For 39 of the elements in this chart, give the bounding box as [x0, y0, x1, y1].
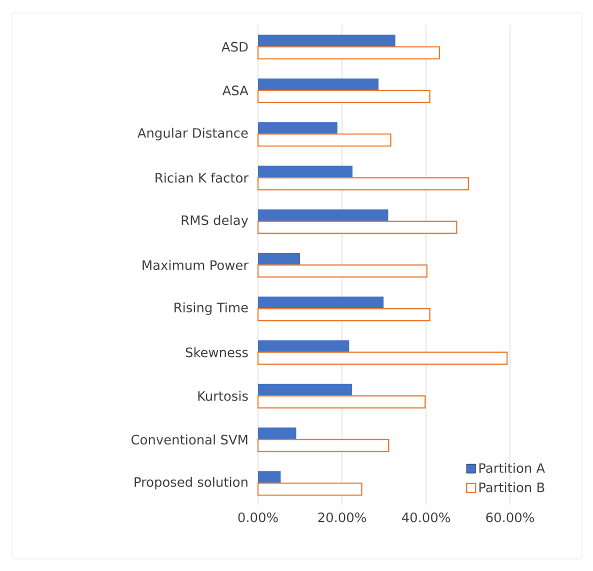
x-tick-label: 60.00%	[486, 512, 534, 522]
y-tick-label: ASD	[222, 42, 248, 52]
y-tick-label: Conventional SVM	[131, 434, 248, 445]
legend-label: Partition B	[479, 482, 544, 492]
legend-label: Partition A	[479, 462, 546, 473]
bar	[258, 209, 388, 222]
x-tick-label: 40.00%	[402, 512, 450, 522]
x-tick-label: 20.00%	[318, 512, 366, 522]
bar	[258, 428, 296, 440]
bar	[257, 90, 430, 104]
y-tick-label: Rising Time	[174, 302, 248, 315]
x-tick-label: 0.00%	[238, 512, 278, 522]
y-tick-label: Kurtosis	[198, 390, 248, 401]
bar	[258, 471, 281, 484]
bar	[257, 220, 458, 234]
y-tick-label: ASA	[222, 86, 248, 96]
y-tick-label: Skewness	[186, 347, 248, 358]
bar	[257, 395, 426, 408]
y-tick-label: Proposed solution	[134, 476, 248, 490]
bar	[257, 308, 430, 322]
bar	[258, 166, 353, 178]
bar	[258, 340, 350, 352]
y-tick-label: Rician K factor	[156, 172, 249, 183]
bar	[257, 133, 392, 147]
bar	[258, 384, 352, 396]
bar	[257, 438, 390, 452]
bar	[258, 34, 396, 47]
bar	[257, 264, 428, 278]
bar	[258, 296, 384, 309]
bar	[257, 46, 440, 60]
y-tick-label: Angular Distance	[137, 128, 248, 140]
bar	[258, 252, 300, 265]
bar	[257, 177, 470, 190]
bar	[258, 122, 338, 134]
bar	[257, 352, 508, 365]
y-tick-label: RMS delay	[182, 215, 248, 228]
y-tick-label: Maximum Power	[142, 260, 249, 270]
bar	[257, 482, 362, 496]
bar	[258, 78, 379, 90]
